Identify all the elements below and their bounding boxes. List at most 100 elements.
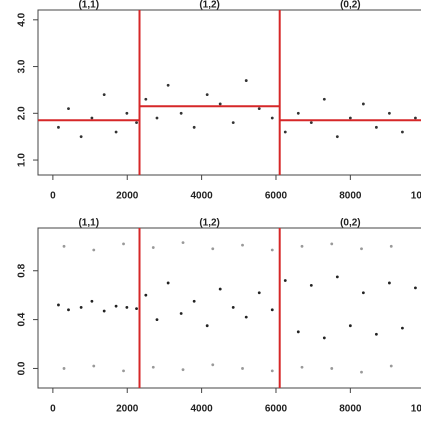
point bbox=[401, 130, 404, 134]
point bbox=[151, 365, 155, 369]
y-tick-label: 2.0 bbox=[17, 106, 28, 120]
point bbox=[92, 248, 96, 252]
point bbox=[374, 125, 378, 129]
point bbox=[270, 248, 274, 252]
point bbox=[335, 275, 339, 279]
point bbox=[114, 304, 118, 308]
point bbox=[57, 125, 60, 129]
point bbox=[166, 281, 170, 285]
x-tick-label: 2000 bbox=[116, 404, 139, 415]
point bbox=[231, 305, 235, 309]
point bbox=[92, 364, 96, 368]
point bbox=[211, 247, 215, 251]
point bbox=[401, 326, 404, 330]
x-tick-label: 8000 bbox=[339, 404, 362, 415]
segment-label: (0,2) bbox=[340, 0, 361, 11]
x-tick-label: 2000 bbox=[116, 191, 139, 202]
point bbox=[125, 111, 129, 115]
point bbox=[218, 287, 222, 291]
segment-label: (1,2) bbox=[199, 218, 220, 229]
point bbox=[330, 367, 334, 370]
plot-frame bbox=[37, 227, 421, 389]
point bbox=[57, 303, 60, 307]
y-tick-label: 0.0 bbox=[17, 361, 28, 375]
point bbox=[309, 284, 313, 287]
point bbox=[125, 305, 129, 309]
point bbox=[257, 107, 261, 111]
point bbox=[151, 246, 155, 249]
point bbox=[192, 125, 196, 129]
point bbox=[241, 367, 244, 370]
point bbox=[102, 93, 106, 97]
point bbox=[244, 79, 248, 82]
point bbox=[296, 111, 300, 115]
point bbox=[361, 102, 365, 106]
point bbox=[283, 279, 287, 282]
point bbox=[389, 244, 393, 248]
point bbox=[62, 367, 66, 370]
point bbox=[241, 243, 244, 247]
point bbox=[360, 370, 363, 374]
point bbox=[205, 93, 209, 97]
x-tick-label: 4000 bbox=[190, 191, 213, 202]
segment-label: (1,2) bbox=[199, 0, 220, 11]
point bbox=[322, 97, 326, 101]
point bbox=[330, 242, 334, 246]
point bbox=[387, 281, 391, 285]
x-tick-label: 6000 bbox=[265, 191, 288, 202]
point bbox=[309, 121, 313, 125]
point bbox=[335, 135, 339, 139]
point bbox=[67, 107, 70, 111]
point bbox=[283, 130, 287, 134]
segment-label: (1,1) bbox=[78, 0, 99, 11]
y-tick-label: 0.8 bbox=[17, 263, 28, 277]
point bbox=[211, 363, 215, 367]
point bbox=[179, 312, 183, 315]
point bbox=[144, 97, 148, 101]
point bbox=[90, 299, 94, 303]
point bbox=[244, 315, 248, 319]
segment-label: (0,2) bbox=[340, 218, 361, 229]
y-tick-label: 3.0 bbox=[17, 59, 28, 73]
segment-label: (1,1) bbox=[78, 218, 99, 229]
y-tick-label: 0.4 bbox=[17, 312, 28, 326]
point bbox=[135, 307, 138, 311]
point bbox=[360, 247, 363, 251]
point bbox=[114, 130, 118, 134]
point bbox=[62, 244, 66, 248]
point bbox=[300, 244, 304, 248]
point bbox=[231, 121, 235, 125]
x-tick-label: 4000 bbox=[190, 404, 213, 415]
point bbox=[389, 364, 393, 368]
point bbox=[155, 318, 159, 322]
point bbox=[270, 369, 274, 373]
point bbox=[90, 116, 94, 120]
point bbox=[122, 242, 125, 246]
point bbox=[257, 291, 261, 295]
point bbox=[122, 369, 125, 373]
point bbox=[322, 336, 326, 340]
point bbox=[414, 286, 417, 290]
point bbox=[387, 111, 391, 115]
x-tick-label: 0 bbox=[50, 404, 56, 415]
x-tick-label: 6000 bbox=[265, 404, 288, 415]
point bbox=[218, 102, 222, 106]
point bbox=[296, 330, 300, 334]
x-tick-label: 10000 bbox=[411, 191, 421, 202]
point bbox=[181, 241, 185, 245]
x-tick-label: 0 bbox=[50, 191, 56, 202]
point bbox=[361, 291, 365, 295]
x-tick-label: 8000 bbox=[339, 191, 362, 202]
point bbox=[270, 308, 274, 312]
point bbox=[300, 365, 304, 369]
point bbox=[67, 308, 70, 312]
point bbox=[181, 368, 185, 372]
point bbox=[102, 309, 106, 313]
point bbox=[348, 116, 352, 120]
point bbox=[166, 83, 170, 87]
point bbox=[205, 324, 209, 328]
y-tick-label: 4.0 bbox=[17, 12, 28, 26]
point bbox=[374, 332, 378, 336]
point bbox=[79, 305, 83, 309]
